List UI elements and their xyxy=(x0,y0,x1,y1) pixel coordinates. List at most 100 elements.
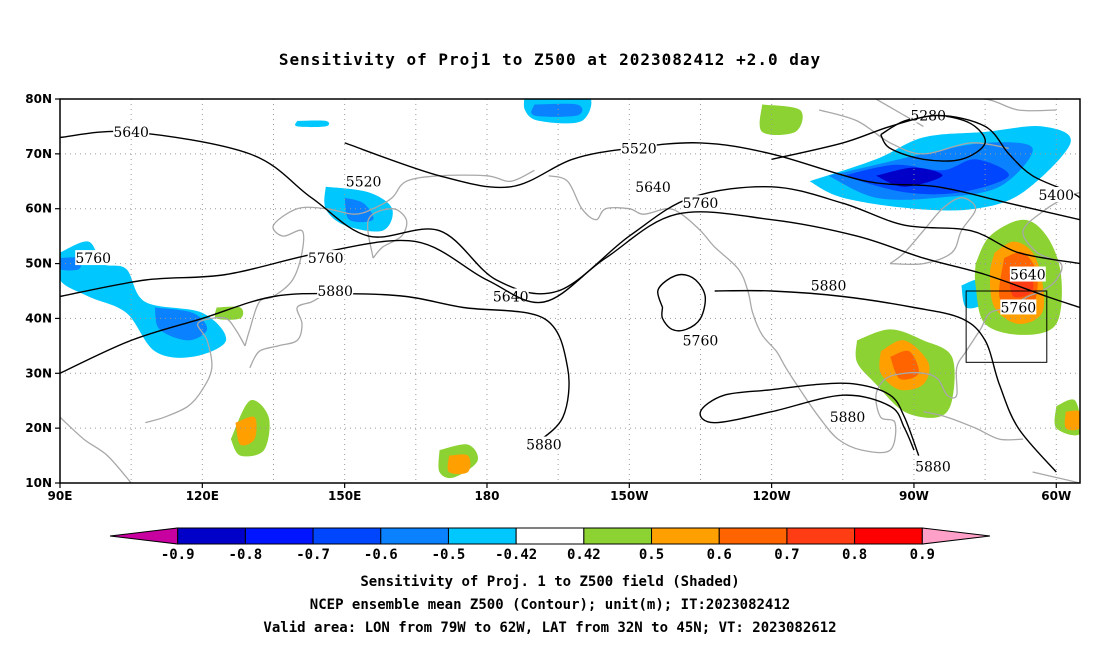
contour-5760 xyxy=(657,273,707,332)
colorbar-label: 0.9 xyxy=(910,547,935,563)
lat-tick-label: 80N xyxy=(25,92,52,106)
lat-tick-label: 20N xyxy=(25,421,52,435)
contour-label: 5520 xyxy=(621,141,657,157)
contour-label-bg xyxy=(525,436,562,452)
lon-tick-label: 120W xyxy=(752,489,790,503)
colorbar-segment xyxy=(854,527,923,545)
lon-tick-label: 90W xyxy=(899,489,929,503)
shade--0.5 xyxy=(295,120,330,128)
colorbar-label: 0.7 xyxy=(774,547,799,563)
colorbar-segment xyxy=(312,527,382,545)
shade--0.8 xyxy=(876,167,943,187)
coastline xyxy=(145,316,246,424)
contour-label: 5400 xyxy=(1038,188,1074,204)
colorbar-segment xyxy=(244,527,314,545)
contour-label-bg xyxy=(1038,187,1075,202)
contour-label-bg xyxy=(1009,266,1046,282)
contour-label: 5640 xyxy=(1010,268,1046,284)
colorbar-cap-right xyxy=(921,527,991,545)
caption-valid-area: Valid area: LON from 79W to 62W, LAT fro… xyxy=(263,620,837,636)
coastline xyxy=(875,99,924,127)
lat-tick-label: 70N xyxy=(25,147,52,161)
contour-5880 xyxy=(714,289,1057,473)
lat-tick-label: 40N xyxy=(25,311,52,325)
contour-label-bg xyxy=(345,173,382,189)
lat-tick-label: 60N xyxy=(25,202,52,216)
colorbar-label: -0.7 xyxy=(296,547,330,563)
shade-0.5 xyxy=(235,416,257,446)
contour-label-bg xyxy=(317,283,354,298)
contour-label: 5880 xyxy=(526,438,562,454)
contour-label-bg xyxy=(75,250,112,266)
lon-tick-label: 150E xyxy=(328,489,361,503)
contour-5520 xyxy=(344,142,1080,221)
lon-tick-label: 90E xyxy=(48,489,73,503)
contour-label: 5640 xyxy=(493,289,529,305)
contour-label: 5760 xyxy=(683,196,719,212)
contour-label-bg xyxy=(829,409,866,425)
coastline xyxy=(818,109,1009,155)
coastline xyxy=(60,416,132,483)
axis-ticks: 10N 20N 30N 40N 50N 60N 70N 80N 90E 120E 150E 180 15… xyxy=(25,92,1071,503)
contour-label-bg xyxy=(635,178,672,194)
coastline xyxy=(1032,471,1080,483)
shade-0.42 xyxy=(759,104,803,136)
colorbar-cap-left xyxy=(109,527,179,545)
lon-tick-label: 150W xyxy=(610,489,648,503)
contour-label-bg xyxy=(682,195,719,211)
colorbar-label: -0.6 xyxy=(364,547,398,563)
lon-tick-label: 180 xyxy=(474,489,499,503)
contour-label: 5640 xyxy=(113,125,149,141)
colorbar-label: 0.5 xyxy=(639,547,664,563)
contour-label-bg xyxy=(682,332,719,348)
contour-5760 xyxy=(60,211,1080,309)
colorbar-label: -0.42 xyxy=(495,547,537,563)
colorbar-label: 0.6 xyxy=(707,547,732,563)
lon-tick-label: 120E xyxy=(186,489,219,503)
contour-label: 5880 xyxy=(915,460,951,476)
colorbar-label: 0.42 xyxy=(567,547,601,563)
coastline xyxy=(249,295,322,369)
coastline xyxy=(937,99,1057,112)
colorbar-segment xyxy=(177,527,246,545)
colorbar-label: -0.8 xyxy=(229,547,263,563)
colorbar-segment xyxy=(380,527,449,545)
colorbar-segment xyxy=(447,527,517,545)
contour-label: 5760 xyxy=(308,251,344,267)
map-frame xyxy=(59,98,1081,484)
coastline xyxy=(889,197,977,266)
valid-area-rect xyxy=(965,290,1048,363)
shade--0.6 xyxy=(531,103,583,117)
colorbar-label: 0.8 xyxy=(842,547,867,563)
shade-0.42 xyxy=(214,306,244,320)
contour-label-bg xyxy=(307,250,344,266)
contour-label: 5640 xyxy=(635,180,671,196)
contour-label-bg xyxy=(1000,299,1037,315)
contour-label: 5760 xyxy=(1001,300,1037,316)
coastline xyxy=(367,208,408,259)
caption-shading: Sensitivity of Proj. 1 to Z500 field (Sh… xyxy=(360,574,740,590)
colorbar: -0.9 -0.8 -0.7 -0.6 -0.5 -0.42 0.42 0.5 0.6 0.7 0.… xyxy=(109,527,991,563)
colorbar-segment xyxy=(718,527,788,545)
contour-5880 xyxy=(699,382,920,456)
lat-tick-label: 30N xyxy=(25,366,52,380)
contour-label-bg xyxy=(810,277,847,293)
colorbar-segment xyxy=(583,527,653,545)
contour-label-bg xyxy=(620,140,657,156)
contour-label-bg xyxy=(492,288,529,304)
lat-tick-label: 50N xyxy=(25,257,52,271)
contour-label: 5880 xyxy=(830,410,866,426)
contour-label: 5880 xyxy=(811,279,847,295)
shade--0.6 xyxy=(344,197,374,223)
contour-label: 5880 xyxy=(317,284,353,300)
shade-0.5 xyxy=(1064,410,1080,431)
contour-label-bg xyxy=(914,458,951,474)
contour-5880 xyxy=(60,292,570,446)
colorbar-label: -0.9 xyxy=(161,547,195,563)
shade-0.5 xyxy=(447,454,471,475)
caption-contour: NCEP ensemble mean Z500 (Contour); unit(… xyxy=(309,597,791,613)
contour-label-bg xyxy=(113,123,150,139)
lat-tick-label: 10N xyxy=(25,476,52,490)
contour-label: 5760 xyxy=(683,333,719,349)
